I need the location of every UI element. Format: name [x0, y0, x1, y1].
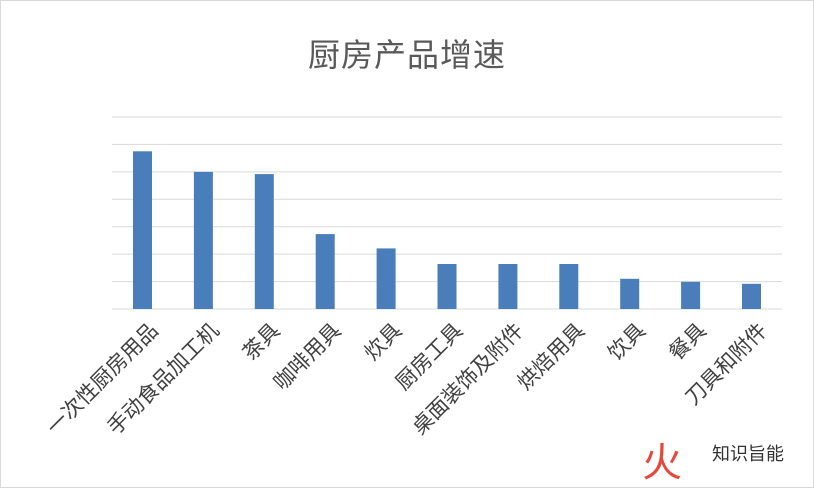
bar: [620, 278, 640, 309]
category-label: 一次性厨房用品: [42, 318, 163, 439]
category-label: 烘焙用具: [513, 318, 589, 394]
chart-title: 厨房产品增速: [307, 36, 506, 74]
category-label: 饮具: [603, 318, 650, 365]
watermark-logo: 火: [642, 440, 682, 486]
category-labels: 一次性厨房用品手动食品加工机 茶具咖啡用具 炊具厨房工具桌面装饰及附件烘焙用具 饮具餐…: [42, 318, 772, 439]
watermark: 火 知识旨能: [642, 440, 784, 486]
bar: [437, 264, 457, 309]
bar: [376, 248, 396, 309]
bar: [742, 283, 761, 309]
bar: [559, 264, 579, 309]
category-label: 桌面装饰及附件: [407, 318, 528, 439]
bar: [254, 174, 274, 309]
bar: [193, 171, 213, 309]
category-label: 茶具: [238, 318, 285, 365]
category-label: 手动食品加工机: [103, 318, 224, 439]
bar: [315, 234, 335, 309]
category-label: 咖啡用具: [269, 318, 345, 394]
bars: [133, 151, 761, 309]
bar: [133, 151, 152, 309]
watermark-text: 知识旨能: [712, 444, 784, 465]
category-label: 炊具: [360, 318, 407, 365]
bar: [498, 264, 518, 309]
bar: [681, 281, 701, 309]
category-label: 餐具: [664, 318, 711, 365]
gridlines: [112, 116, 782, 310]
